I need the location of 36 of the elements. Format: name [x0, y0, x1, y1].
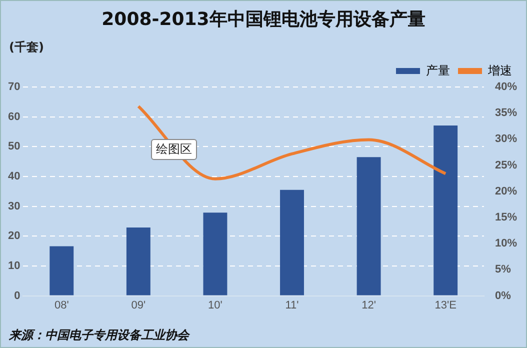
- y2-tick-label: 35%: [494, 107, 518, 120]
- y2-tick-label: 20%: [494, 185, 518, 198]
- y2-tick-label: 15%: [494, 212, 518, 224]
- y-tick-label: 50: [8, 140, 20, 153]
- line-series: [136, 104, 448, 180]
- source-note: 来源：中国电子专用设备工业协会: [9, 327, 189, 344]
- x-tick-label: 08': [54, 299, 69, 312]
- y2-tick-label: 10%: [494, 238, 518, 250]
- y2-tick-label: 0%: [494, 290, 512, 302]
- bar: [50, 246, 74, 296]
- y-tick-label: 20: [8, 230, 20, 242]
- y-tick-label: 60: [8, 110, 20, 123]
- x-tick-label: 09': [131, 299, 146, 312]
- legend-label: 产量: [426, 63, 450, 78]
- y2-tick-label: 30%: [494, 133, 518, 146]
- x-tick-label: 10': [208, 299, 222, 312]
- y-axis-title: (千套): [9, 39, 44, 56]
- annotation: 绘图区: [151, 139, 197, 160]
- y-tick-label: 40: [8, 170, 20, 183]
- bar: [203, 212, 228, 296]
- y-tick-label: 0: [14, 290, 20, 302]
- y2-tick-label: 5%: [494, 264, 512, 276]
- y-tick-label: 30: [8, 200, 20, 212]
- bar: [434, 125, 458, 296]
- x-tick-label: 11': [285, 299, 299, 312]
- bar: [126, 227, 150, 296]
- y-tick-label: 70: [8, 81, 20, 94]
- x-tick-label: 13'E: [434, 299, 456, 312]
- legend-label: 增速: [487, 63, 512, 78]
- bar: [356, 157, 381, 296]
- y2-tick-label: 25%: [494, 159, 518, 172]
- y-tick-label: 10: [8, 260, 20, 272]
- chart-title: 2008-2013年中国锂电池专用设备产量: [100, 8, 426, 31]
- y2-tick-label: 40%: [494, 81, 518, 94]
- bar: [280, 190, 304, 296]
- x-tick-label: 12': [362, 299, 376, 312]
